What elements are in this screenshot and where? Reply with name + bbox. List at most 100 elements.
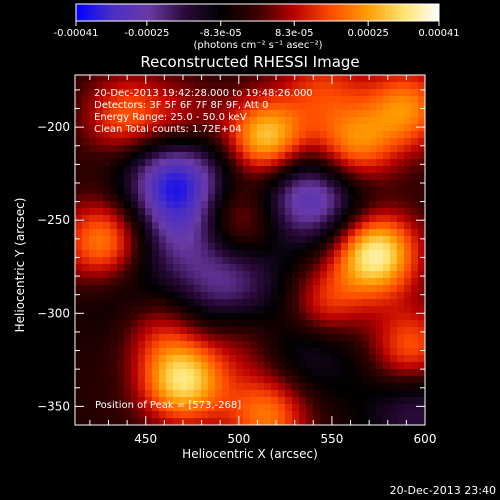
heatmap-cell <box>292 166 300 174</box>
heatmap-cell <box>243 411 251 419</box>
heatmap-cell <box>327 145 335 153</box>
heatmap-cell <box>313 243 321 251</box>
heatmap-cell <box>187 271 195 279</box>
heatmap-cell <box>215 152 223 160</box>
heatmap-cell <box>208 180 216 188</box>
heatmap-cell <box>131 173 139 181</box>
heatmap-cell <box>75 173 83 181</box>
heatmap-cell <box>117 292 125 300</box>
heatmap-cell <box>145 320 153 328</box>
heatmap-cell <box>250 152 258 160</box>
heatmap-cell <box>173 138 181 146</box>
heatmap-cell <box>152 306 160 314</box>
heatmap-cell <box>369 166 377 174</box>
heatmap-cell <box>348 390 356 398</box>
heatmap-cell <box>334 138 342 146</box>
heatmap-cell <box>257 103 265 111</box>
heatmap-cell <box>194 369 202 377</box>
heatmap-cell <box>117 208 125 216</box>
heatmap-cell <box>264 89 272 97</box>
heatmap-cell <box>215 89 223 97</box>
heatmap-cell <box>348 355 356 363</box>
heatmap-cell <box>96 341 104 349</box>
colorbar-tick-label: -0.00025 <box>124 28 169 39</box>
heatmap-cell <box>187 313 195 321</box>
heatmap-cell <box>236 348 244 356</box>
heatmap-cell <box>187 173 195 181</box>
heatmap-cell <box>208 159 216 167</box>
heatmap-cell <box>159 75 167 83</box>
heatmap-cell <box>313 208 321 216</box>
heatmap-cell <box>201 180 209 188</box>
heatmap-cell <box>131 250 139 258</box>
heatmap-cell <box>75 397 83 405</box>
heatmap-cell <box>362 138 370 146</box>
heatmap-cell <box>159 166 167 174</box>
heatmap-cell <box>348 180 356 188</box>
heatmap-cell <box>215 348 223 356</box>
heatmap-cell <box>201 124 209 132</box>
heatmap-cell <box>103 124 111 132</box>
heatmap-cell <box>313 131 321 139</box>
heatmap-cell <box>341 418 349 425</box>
heatmap-cell <box>222 327 230 335</box>
heatmap-cell <box>369 229 377 237</box>
heatmap-cell <box>208 173 216 181</box>
heatmap-cell <box>110 96 118 104</box>
heatmap-cell <box>152 152 160 160</box>
heatmap-cell <box>341 208 349 216</box>
heatmap-cell <box>201 257 209 265</box>
heatmap-cell <box>110 418 118 425</box>
heatmap-cell <box>271 82 279 90</box>
heatmap-cell <box>285 355 293 363</box>
heatmap-cell <box>404 390 412 398</box>
heatmap-cell <box>418 229 425 237</box>
heatmap-cell <box>243 376 251 384</box>
heatmap-cell <box>264 138 272 146</box>
heatmap-cell <box>250 271 258 279</box>
heatmap-cell <box>131 404 139 412</box>
heatmap-cell <box>222 285 230 293</box>
heatmap-cell <box>236 194 244 202</box>
heatmap-cell <box>103 264 111 272</box>
heatmap-cell <box>376 229 384 237</box>
heatmap-cell <box>110 285 118 293</box>
heatmap-cell <box>264 208 272 216</box>
heatmap-cell <box>404 334 412 342</box>
heatmap-cell <box>327 320 335 328</box>
heatmap-cell <box>187 194 195 202</box>
heatmap-cell <box>75 306 83 314</box>
heatmap-cell <box>327 264 335 272</box>
heatmap-cell <box>180 285 188 293</box>
heatmap-cell <box>208 117 216 125</box>
heatmap-cell <box>313 201 321 209</box>
heatmap-cell <box>215 131 223 139</box>
heatmap-cell <box>320 173 328 181</box>
heatmap-cell <box>180 124 188 132</box>
heatmap-cell <box>383 418 391 425</box>
heatmap-cell <box>180 383 188 391</box>
heatmap-cell <box>229 320 237 328</box>
heatmap-cell <box>215 313 223 321</box>
heatmap-cell <box>117 355 125 363</box>
heatmap-cell <box>229 383 237 391</box>
heatmap-cell <box>327 404 335 412</box>
heatmap-cell <box>117 411 125 419</box>
heatmap-cell <box>215 250 223 258</box>
heatmap-cell <box>138 390 146 398</box>
heatmap-cell <box>306 313 314 321</box>
heatmap-cell <box>278 376 286 384</box>
heatmap-cell <box>82 299 90 307</box>
heatmap-cell <box>187 222 195 230</box>
heatmap-cell <box>75 152 83 160</box>
heatmap-cell <box>348 418 356 425</box>
heatmap-cell <box>229 208 237 216</box>
heatmap-cell <box>194 320 202 328</box>
heatmap-cell <box>390 124 398 132</box>
heatmap-cell <box>292 306 300 314</box>
heatmap-cell <box>194 383 202 391</box>
heatmap-cell <box>124 75 132 83</box>
heatmap-cell <box>166 327 174 335</box>
heatmap-cell <box>306 285 314 293</box>
heatmap-cell <box>341 299 349 307</box>
